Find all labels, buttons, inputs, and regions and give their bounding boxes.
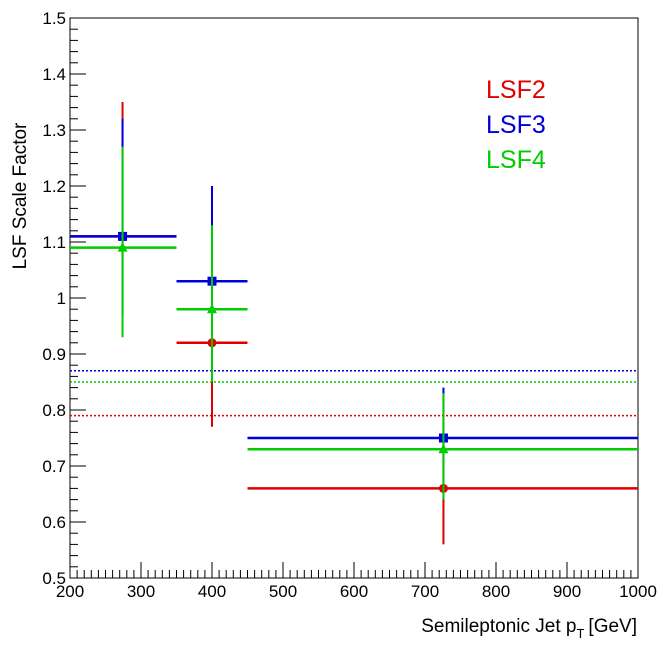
y-tick-label: 0.9 xyxy=(42,345,66,364)
axis-ticks: 200 300 400 500 600 700 800 900 1000 0.5 0.6 0.7 0.8… xyxy=(42,9,657,601)
legend-entry-lsf2: LSF2 xyxy=(486,76,546,104)
x-tick-label: 500 xyxy=(269,582,297,601)
data-series xyxy=(70,102,638,545)
x-tick-label: 700 xyxy=(411,582,439,601)
x-axis-title-sub: T xyxy=(576,626,584,641)
y-tick-label: 0.7 xyxy=(42,457,66,476)
y-tick-label: 0.5 xyxy=(42,569,66,588)
y-tick-label: 0.6 xyxy=(42,513,66,532)
x-tick-label: 400 xyxy=(198,582,226,601)
x-axis-title-main: Semileptonic Jet p xyxy=(421,616,576,637)
x-axis-title: Semileptonic Jet pT [GeV] xyxy=(421,616,637,641)
data-point xyxy=(438,443,449,454)
y-tick-label: 1.3 xyxy=(42,121,66,140)
data-point xyxy=(117,242,128,252)
x-tick-label: 800 xyxy=(482,582,510,601)
frame xyxy=(69,17,639,579)
series-lsf3 xyxy=(70,118,638,494)
x-tick-label: 1000 xyxy=(619,582,657,601)
legend-entry-lsf4: LSF4 xyxy=(486,146,546,174)
y-tick-label: 1.4 xyxy=(42,65,66,84)
y-tick-label: 1.5 xyxy=(42,9,66,28)
x-tick-label: 200 xyxy=(56,582,84,601)
data-point xyxy=(207,303,217,314)
y-tick-label: 1.2 xyxy=(42,177,66,196)
legend-entry-lsf3: LSF3 xyxy=(486,111,546,139)
x-tick-label: 300 xyxy=(127,582,155,601)
x-axis-title-unit: [GeV] xyxy=(588,616,637,637)
series-lsf2 xyxy=(70,102,638,545)
y-axis-title: LSF Scale Factor xyxy=(10,122,31,269)
x-tick-label: 600 xyxy=(340,582,368,601)
y-tick-label: 0.8 xyxy=(42,401,66,420)
x-tick-label: 900 xyxy=(553,582,581,601)
average-lines xyxy=(70,370,638,417)
y-tick-label: 1.1 xyxy=(42,233,66,252)
legend: LSF2 LSF3 LSF4 xyxy=(486,76,546,174)
y-tick-label: 1 xyxy=(57,289,66,308)
series-lsf4 xyxy=(70,146,638,500)
